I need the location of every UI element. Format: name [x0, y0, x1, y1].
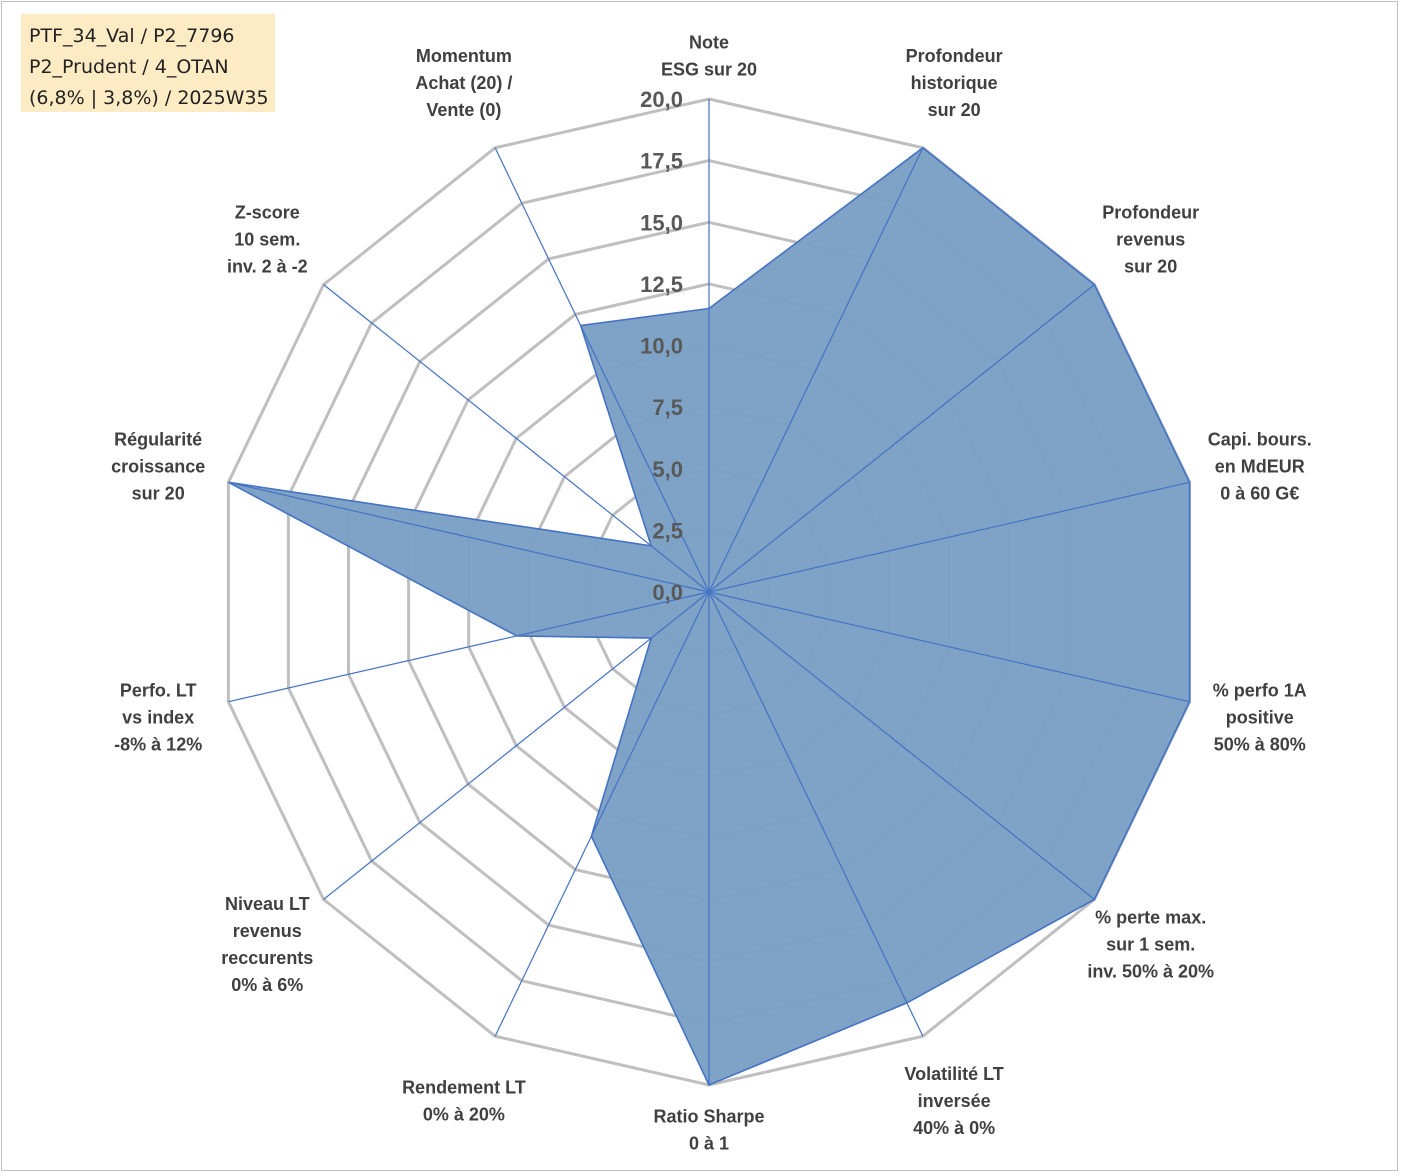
axis-label-11-line-2: sur 20 [132, 483, 185, 503]
spoke-5 [708, 591, 1095, 900]
tick-label-8: 20,0 [640, 87, 683, 112]
axis-label-4-line-0: % perfo 1A [1213, 681, 1307, 701]
axis-label-12-line-0: Z-score [235, 203, 300, 223]
axis-label-9-line-0: Niveau LT [225, 894, 310, 914]
axis-label-7-line-0: Ratio Sharpe [653, 1107, 764, 1127]
axis-label-13-line-1: Achat (20) / [415, 73, 512, 93]
axis-label-1: Profondeur historique sur 20 [906, 46, 1003, 120]
tick-label-3: 7,5 [652, 395, 683, 420]
axis-label-3-line-0: Capi. bours. [1208, 429, 1312, 449]
spoke-12 [323, 284, 710, 593]
axis-label-4-line-2: 50% à 80% [1214, 735, 1306, 755]
axis-label-1-line-0: Profondeur [906, 46, 1003, 66]
axis-label-9: Niveau LT revenus reccurents 0% à 6% [221, 894, 313, 995]
tick-label-0: 0,0 [652, 580, 683, 605]
spoke-13 [494, 147, 710, 593]
axis-label-10-line-0: Perfo. LT [120, 681, 197, 701]
axis-label-5-line-2: inv. 50% à 20% [1087, 961, 1214, 981]
spoke-11 [228, 481, 710, 593]
axis-label-0-line-1: ESG sur 20 [661, 60, 757, 80]
axis-label-12-line-1: 10 sem. [234, 230, 300, 250]
axis-label-3-line-2: 0 à 60 G€ [1220, 483, 1299, 503]
axis-label-8-line-0: Rendement LT [402, 1078, 526, 1098]
info-line-3: (6,8% | 3,8%) / 2025W35 [29, 87, 269, 109]
axis-label-7-line-1: 0 à 1 [689, 1134, 729, 1154]
axis-label-9-line-2: reccurents [221, 948, 313, 968]
axis-label-2: Profondeur revenus sur 20 [1102, 203, 1199, 277]
axis-label-11-line-1: croissance [111, 456, 205, 476]
tick-label-5: 12,5 [640, 272, 683, 297]
axis-label-6-line-2: 40% à 0% [913, 1118, 995, 1138]
spoke-8 [494, 591, 710, 1037]
tick-label-7: 17,5 [640, 149, 683, 174]
axis-label-11: Régularité croissance sur 20 [111, 429, 205, 503]
axis-label-5-line-1: sur 1 sem. [1106, 934, 1195, 954]
tick-label-1: 2,5 [652, 518, 683, 543]
axis-label-0-line-0: Note [689, 33, 729, 53]
axis-label-8-line-1: 0% à 20% [423, 1105, 505, 1125]
info-line-1: PTF_34_Val / P2_7796 [29, 25, 235, 47]
spoke-1 [708, 147, 924, 593]
spoke-4 [708, 591, 1190, 703]
axis-label-12-line-2: inv. 2 à -2 [227, 257, 308, 277]
spoke-2 [708, 284, 1095, 593]
axis-label-4: % perfo 1A positive 50% à 80% [1213, 681, 1307, 755]
axis-label-5: % perte max. sur 1 sem. inv. 50% à 20% [1087, 907, 1214, 981]
axis-label-9-line-1: revenus [233, 921, 302, 941]
spoke-10 [228, 591, 710, 703]
axis-label-1-line-2: sur 20 [928, 100, 981, 120]
axis-label-8: Rendement LT 0% à 20% [402, 1078, 526, 1125]
spoke-9 [323, 591, 710, 900]
spoke-6 [708, 591, 924, 1037]
radar-spokes [228, 99, 1190, 1085]
axis-label-13-line-2: Vente (0) [426, 100, 501, 120]
axis-label-6-line-1: inversée [918, 1091, 991, 1111]
axis-label-11-line-0: Régularité [114, 429, 202, 449]
axis-label-1-line-1: historique [911, 73, 998, 93]
axis-label-6-line-0: Volatilité LT [904, 1064, 1003, 1084]
radar-tick-labels: 0,0 2,5 5,0 7,5 10,0 12,5 15,0 17,5 20,0 [640, 87, 683, 605]
axis-label-10: Perfo. LT vs index -8% à 12% [114, 681, 202, 755]
axis-label-7: Ratio Sharpe 0 à 1 [653, 1107, 764, 1154]
axis-label-4-line-1: positive [1226, 708, 1294, 728]
radar-axis-labels: Note ESG sur 20 Profondeur historique sur 20… [111, 33, 1312, 1154]
tick-label-4: 10,0 [640, 334, 683, 359]
axis-label-6: Volatilité LT inversée 40% à 0% [904, 1064, 1003, 1138]
spoke-3 [708, 481, 1190, 593]
portfolio-info-box: PTF_34_Val / P2_7796 P2_Prudent / 4_OTAN… [21, 14, 275, 112]
info-line-2: P2_Prudent / 4_OTAN [29, 56, 229, 78]
axis-label-10-line-2: -8% à 12% [114, 735, 202, 755]
axis-label-2-line-2: sur 20 [1124, 257, 1177, 277]
axis-label-2-line-0: Profondeur [1102, 203, 1199, 223]
tick-label-2: 5,0 [652, 457, 683, 482]
axis-label-13: Momentum Achat (20) / Vente (0) [415, 46, 512, 120]
axis-label-10-line-1: vs index [122, 708, 194, 728]
tick-label-6: 15,0 [640, 210, 683, 235]
axis-label-0: Note ESG sur 20 [661, 33, 757, 80]
axis-label-12: Z-score 10 sem. inv. 2 à -2 [227, 203, 308, 277]
axis-label-3: Capi. bours. en MdEUR 0 à 60 G€ [1208, 429, 1312, 503]
axis-label-9-line-3: 0% à 6% [231, 975, 303, 995]
axis-label-3-line-1: en MdEUR [1215, 456, 1305, 476]
axis-label-5-line-0: % perte max. [1095, 907, 1206, 927]
axis-label-2-line-1: revenus [1116, 230, 1185, 250]
axis-label-13-line-0: Momentum [416, 46, 512, 66]
